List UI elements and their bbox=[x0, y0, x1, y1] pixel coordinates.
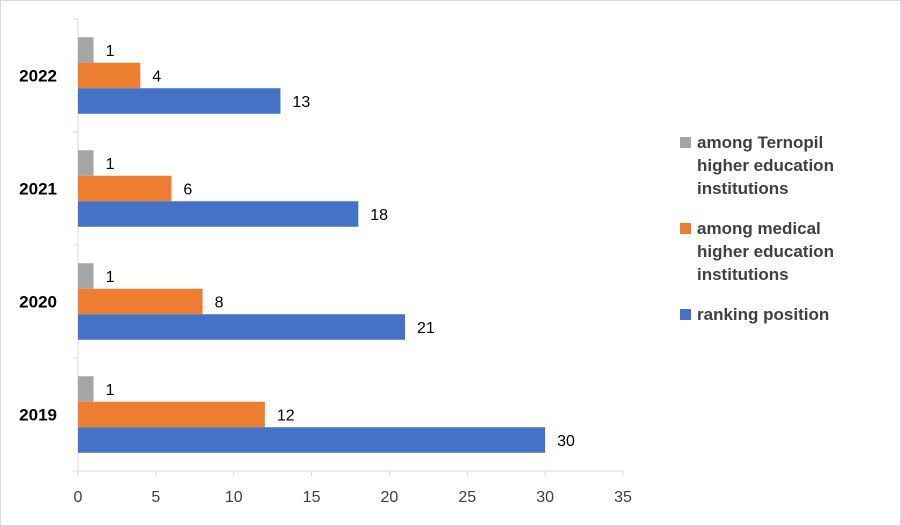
legend-swatch-ranking bbox=[680, 309, 691, 320]
data-label-2019-series-1: 12 bbox=[277, 408, 295, 425]
legend-item-ternopil: among Ternopil higher education institut… bbox=[677, 131, 877, 200]
legend-label-ranking: ranking position bbox=[697, 305, 830, 324]
data-label-2019-series-2: 30 bbox=[557, 433, 575, 450]
x-tick-label-0: 0 bbox=[74, 489, 83, 506]
x-tick-label-5: 5 bbox=[151, 489, 160, 506]
data-label-2020-series-0: 1 bbox=[106, 269, 115, 286]
category-label-2019: 2019 bbox=[19, 406, 57, 425]
x-tick-label-25: 25 bbox=[458, 489, 476, 506]
data-label-2021-series-0: 1 bbox=[106, 156, 115, 173]
data-label-2019-series-0: 1 bbox=[106, 382, 115, 399]
x-tick-label-35: 35 bbox=[614, 489, 632, 506]
bar-2020-series-1 bbox=[78, 288, 203, 315]
data-label-2022-series-0: 1 bbox=[106, 43, 115, 60]
x-tick-label-15: 15 bbox=[303, 489, 321, 506]
x-tick-label-30: 30 bbox=[536, 489, 554, 506]
category-label-2022: 2022 bbox=[19, 67, 57, 86]
legend-item-medical: among medical higher education instituti… bbox=[677, 217, 877, 286]
data-label-2021-series-1: 6 bbox=[183, 182, 192, 199]
legend-item-ranking: ranking position bbox=[677, 303, 877, 326]
data-label-2021-series-2: 18 bbox=[370, 207, 388, 224]
bar-2021-series-2 bbox=[78, 201, 359, 227]
bar-2022-series-2 bbox=[78, 88, 281, 114]
bar-2021-series-1 bbox=[78, 175, 172, 202]
category-label-2021: 2021 bbox=[19, 180, 57, 199]
bar-chart: 0 5 10 15 20 25 30 3520191123020201821202116182… bbox=[19, 18, 632, 506]
x-tick-label-10: 10 bbox=[225, 489, 243, 506]
legend-label-ternopil: among Ternopil higher education institut… bbox=[697, 133, 834, 198]
data-label-2020-series-1: 8 bbox=[215, 295, 224, 312]
legend: among Ternopil higher education institut… bbox=[677, 131, 877, 343]
legend-swatch-ternopil bbox=[680, 137, 691, 148]
bar-2022-series-0 bbox=[78, 37, 94, 63]
legend-swatch-medical bbox=[680, 223, 691, 234]
data-label-2022-series-1: 4 bbox=[152, 69, 161, 86]
bar-2019-series-2 bbox=[78, 427, 546, 453]
bar-2020-series-0 bbox=[78, 263, 94, 289]
bar-2020-series-2 bbox=[78, 314, 405, 340]
bar-2021-series-0 bbox=[78, 150, 94, 176]
x-tick-label-20: 20 bbox=[381, 489, 399, 506]
bar-2019-series-1 bbox=[78, 401, 265, 428]
bar-2019-series-0 bbox=[78, 376, 94, 402]
category-label-2020: 2020 bbox=[19, 293, 57, 312]
legend-label-medical: among medical higher education instituti… bbox=[697, 219, 834, 284]
data-label-2022-series-2: 13 bbox=[292, 94, 310, 111]
bar-2022-series-1 bbox=[78, 62, 141, 89]
data-label-2020-series-2: 21 bbox=[417, 320, 435, 337]
